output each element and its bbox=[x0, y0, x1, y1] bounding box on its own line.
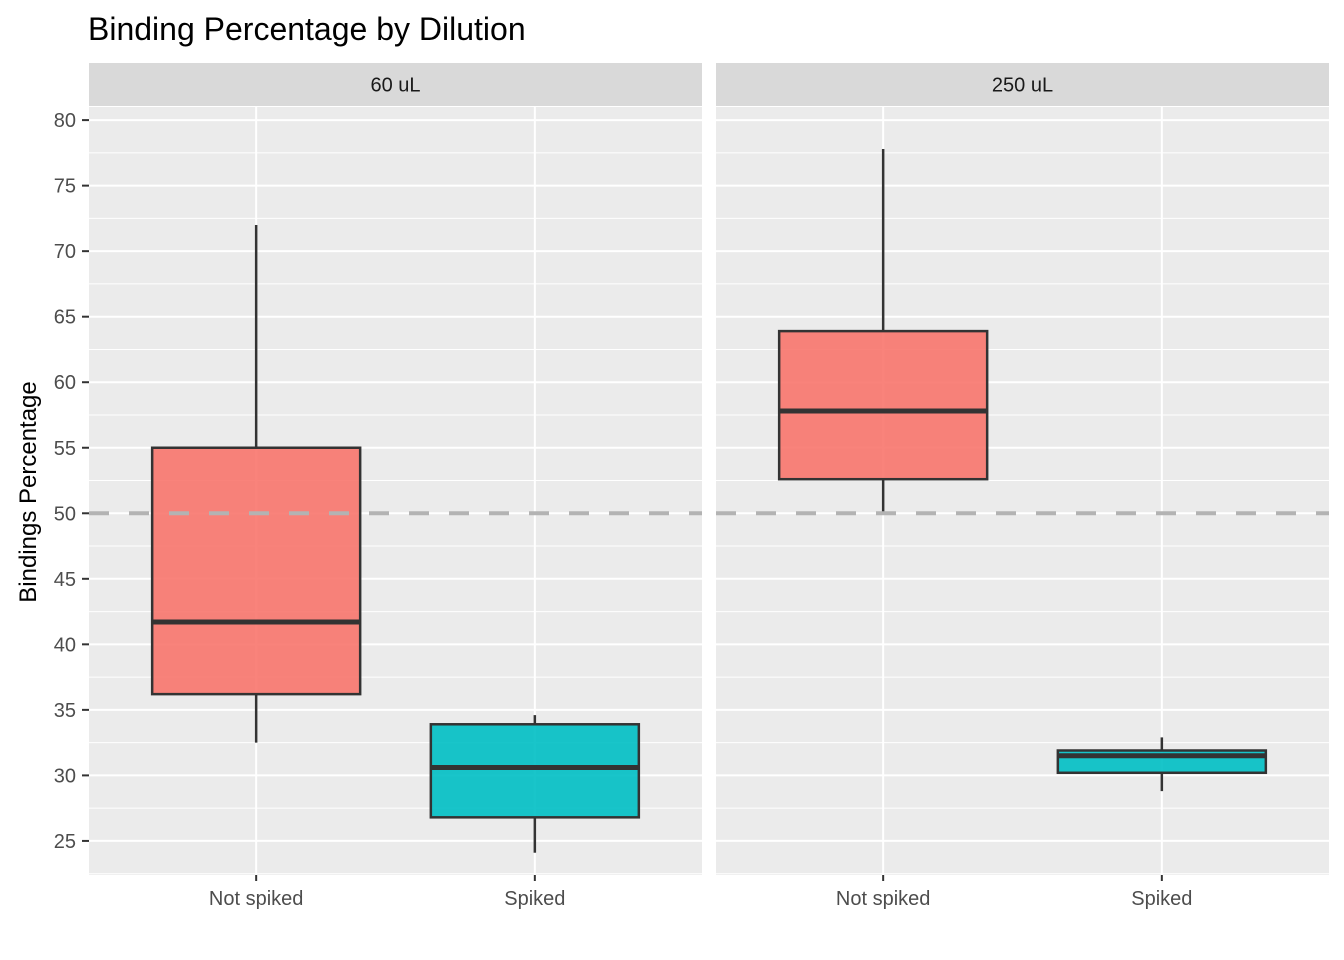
panel-background bbox=[716, 107, 1329, 875]
facet-panel: 60 uL Not spiked Spiked bbox=[89, 63, 702, 910]
y-tick-label: 30 bbox=[54, 765, 76, 787]
box bbox=[150, 446, 362, 696]
x-tick-label: Not spiked bbox=[836, 888, 931, 910]
x-tick-label: Spiked bbox=[504, 888, 565, 910]
y-tick-label: 50 bbox=[54, 503, 76, 525]
facet-label: 250 uL bbox=[992, 75, 1053, 97]
boxplot-spiked bbox=[429, 715, 641, 853]
y-tick-label: 25 bbox=[54, 831, 76, 853]
y-tick-label: 40 bbox=[54, 634, 76, 656]
y-tick-label: 35 bbox=[54, 700, 76, 722]
boxplot-not-spiked bbox=[777, 148, 989, 514]
box bbox=[777, 329, 989, 481]
y-axis-label: Bindings Percentage bbox=[15, 381, 42, 602]
facet-label: 60 uL bbox=[370, 75, 420, 97]
y-tick-label: 70 bbox=[54, 241, 76, 263]
y-tick-label: 75 bbox=[54, 176, 76, 198]
chart-title: Binding Percentage by Dilution bbox=[88, 11, 526, 47]
y-tick-label: 65 bbox=[54, 307, 76, 329]
panels: 60 uL Not spiked Spiked 250 uL Not spiked Spi… bbox=[54, 63, 1329, 910]
facet-panel: 250 uL Not spiked Spiked bbox=[716, 63, 1329, 910]
boxplot-not-spiked bbox=[150, 224, 362, 743]
y-tick-label: 45 bbox=[54, 569, 76, 591]
y-axis: 25 30 35 40 45 50 55 60 65 70 75 80 bbox=[54, 110, 89, 853]
x-tick-label: Spiked bbox=[1131, 888, 1192, 910]
y-tick-label: 55 bbox=[54, 438, 76, 460]
box bbox=[429, 723, 641, 819]
y-tick-label: 80 bbox=[54, 110, 76, 132]
boxplot-spiked bbox=[1056, 737, 1268, 792]
x-tick-label: Not spiked bbox=[209, 888, 304, 910]
facet-strip bbox=[716, 63, 1329, 106]
facet-strip bbox=[89, 63, 702, 106]
y-tick-label: 60 bbox=[54, 372, 76, 394]
